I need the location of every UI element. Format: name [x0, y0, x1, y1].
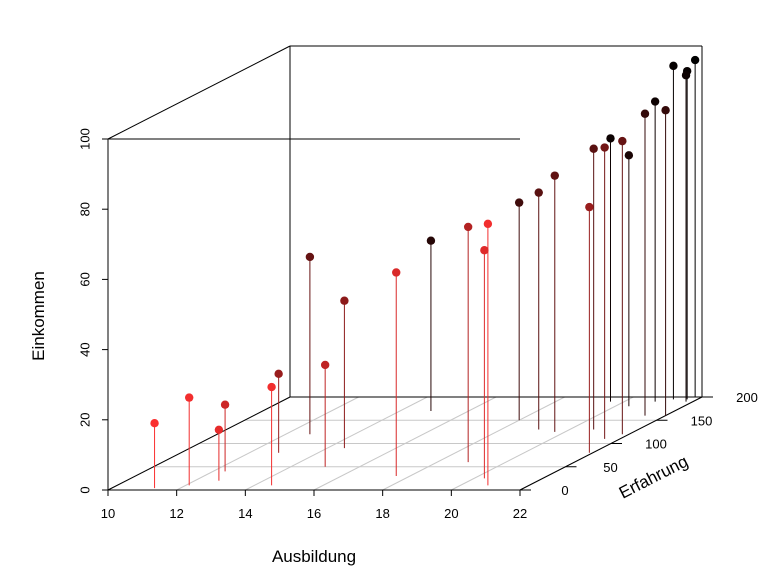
- data-point: [220, 400, 230, 409]
- data-point: [640, 109, 650, 118]
- x-tick-label: 10: [101, 506, 115, 521]
- data-point: [483, 219, 493, 229]
- y-tick-label: 0: [561, 483, 568, 498]
- x-tick-label: 12: [169, 506, 183, 521]
- data-point: [681, 71, 691, 80]
- data-point: [669, 61, 678, 71]
- data-point: [585, 202, 594, 212]
- data-point: [320, 360, 330, 370]
- z-tick-label: 60: [77, 272, 92, 286]
- x-tick-label: 22: [513, 506, 527, 521]
- data-point: [514, 198, 524, 207]
- data-point: [305, 252, 315, 262]
- data-point: [274, 369, 283, 379]
- bounding-box: [107, 45, 703, 491]
- data-point: [589, 144, 598, 153]
- data-point: [550, 171, 559, 180]
- data-points: [150, 55, 700, 435]
- y-tick-label: 50: [603, 460, 617, 475]
- data-point: [185, 393, 194, 402]
- x-tick-label: 18: [375, 506, 389, 521]
- data-point: [480, 246, 489, 255]
- y-tick-label: 150: [691, 413, 713, 428]
- box-edge: [107, 45, 291, 140]
- y-tick-label: 100: [645, 437, 667, 452]
- y-axis-title: Erfahrung: [616, 452, 691, 503]
- data-point: [214, 425, 224, 435]
- x-axis-title: Ausbildung: [272, 547, 356, 566]
- data-point: [534, 188, 543, 197]
- data-point: [624, 151, 634, 160]
- z-tick-label: 20: [77, 413, 92, 427]
- axes: 10 12 14 16 18 20 22 0 50 100 150 200 0 20 40 60 80 100: [77, 128, 757, 521]
- data-point: [426, 236, 436, 245]
- data-point: [618, 136, 627, 146]
- x-tick-label: 20: [444, 506, 458, 521]
- data-point: [267, 382, 276, 392]
- z-tick-label: 0: [77, 486, 92, 493]
- data-point: [690, 55, 700, 65]
- z-tick-label: 40: [77, 342, 92, 356]
- z-axis-title: Einkommen: [29, 271, 48, 361]
- box-edge: [107, 396, 291, 491]
- z-tick-label: 100: [77, 128, 92, 150]
- drop-lines: [154, 60, 696, 489]
- x-tick-label: 16: [307, 506, 321, 521]
- data-point: [150, 419, 159, 428]
- data-point: [600, 143, 609, 152]
- x-tick-label: 14: [238, 506, 252, 521]
- data-point: [392, 268, 401, 277]
- data-point: [661, 106, 670, 115]
- data-point: [650, 97, 660, 106]
- y-tick-label: 200: [736, 390, 758, 405]
- z-tick-label: 80: [77, 202, 92, 216]
- data-point: [463, 222, 473, 232]
- data-point: [606, 134, 615, 143]
- data-point: [340, 296, 349, 305]
